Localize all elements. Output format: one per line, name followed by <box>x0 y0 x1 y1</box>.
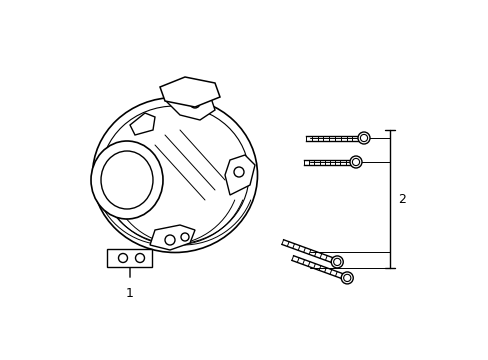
Circle shape <box>349 156 361 168</box>
Polygon shape <box>164 90 215 120</box>
Ellipse shape <box>101 151 153 209</box>
Circle shape <box>190 98 200 108</box>
Ellipse shape <box>92 98 257 252</box>
Circle shape <box>330 256 343 268</box>
Text: 1: 1 <box>126 287 134 300</box>
Circle shape <box>118 253 127 262</box>
Polygon shape <box>224 155 254 195</box>
Circle shape <box>357 132 369 144</box>
FancyBboxPatch shape <box>107 249 152 267</box>
Text: 2: 2 <box>397 193 405 206</box>
Circle shape <box>164 235 175 245</box>
Circle shape <box>181 233 189 241</box>
Circle shape <box>234 167 244 177</box>
Circle shape <box>135 253 144 262</box>
Ellipse shape <box>91 141 163 219</box>
Polygon shape <box>150 225 195 250</box>
Polygon shape <box>130 113 155 135</box>
Circle shape <box>341 272 352 284</box>
Polygon shape <box>160 77 220 107</box>
